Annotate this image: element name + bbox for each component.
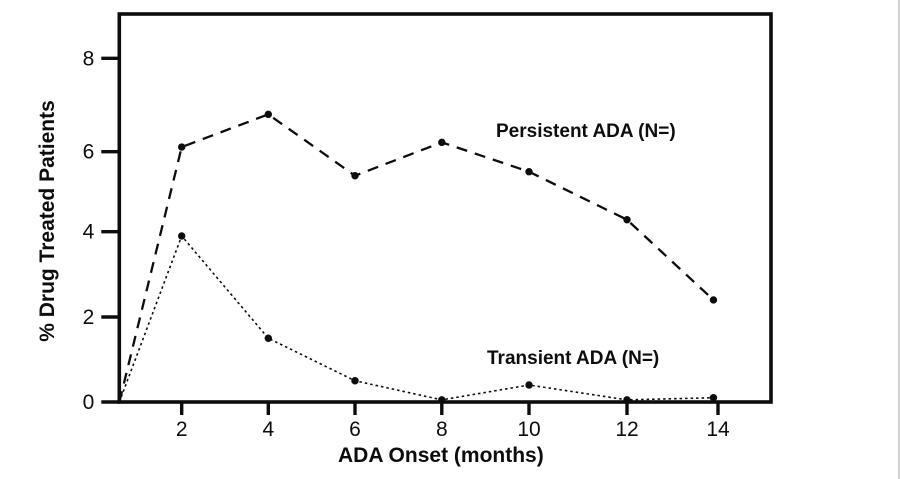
data-point-marker (709, 394, 718, 402)
persistent-series-label: Persistent ADA (N=) (496, 121, 676, 142)
y-tick-label: 0 (83, 391, 95, 414)
y-tick-label: 4 (83, 221, 95, 244)
x-tick-label: 6 (349, 418, 361, 441)
plot-border (117, 12, 773, 404)
y-tick-label: 6 (83, 141, 95, 164)
x-tick-label: 8 (436, 418, 448, 441)
x-tick-label: 4 (262, 418, 274, 441)
data-point-marker (438, 138, 446, 147)
transient-series-label: Transient ADA (N=) (487, 348, 660, 369)
y-tick-label: 2 (83, 306, 95, 329)
data-point-marker (709, 296, 718, 304)
x-axis-title: ADA Onset (months) (338, 444, 544, 467)
data-point-marker (525, 168, 533, 176)
y-tick-label: 8 (83, 47, 95, 70)
transient-series-line (118, 234, 714, 403)
x-tick-label: 2 (176, 418, 188, 441)
data-point-marker (264, 334, 272, 342)
data-point-marker (351, 172, 359, 180)
data-point-marker (178, 232, 186, 240)
data-point-marker (178, 143, 186, 151)
data-point-marker (525, 381, 533, 389)
data-point-marker (351, 377, 359, 385)
x-tick-label: 10 (517, 418, 540, 441)
data-point-marker (264, 110, 272, 119)
y-axis-title: % Drug Treated Patients (36, 100, 59, 342)
x-tick-label: 14 (706, 418, 730, 441)
data-point-marker (438, 396, 446, 404)
data-point-marker (623, 216, 631, 224)
data-point-marker (623, 396, 631, 404)
x-tick-label: 12 (615, 418, 638, 441)
